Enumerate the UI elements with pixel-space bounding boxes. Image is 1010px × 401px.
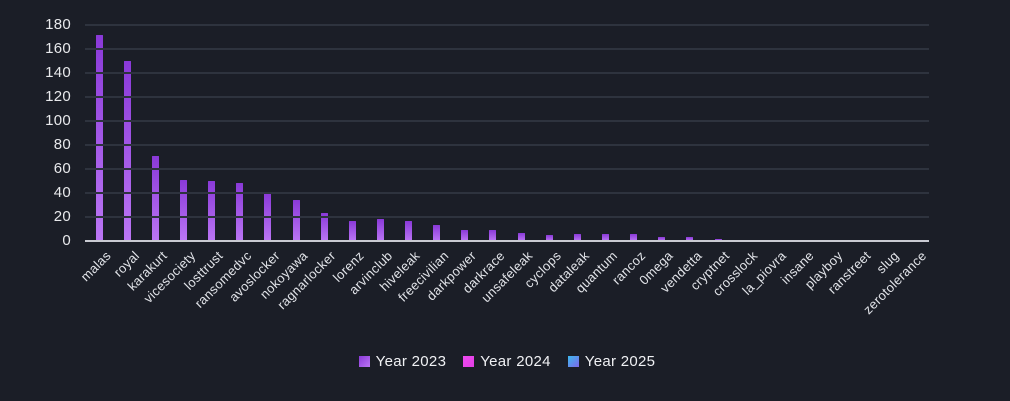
y-tick-label: 100: [45, 112, 71, 129]
bar-darkrace: [489, 230, 497, 241]
bar-ransomedvc: [236, 183, 244, 241]
plot-area: [85, 24, 929, 242]
legend: Year 2023 Year 2024 Year 2025: [85, 353, 929, 370]
y-tick-label: 160: [45, 40, 71, 57]
legend-item-year-2023: Year 2023: [358, 353, 447, 370]
y-tick-label: 120: [45, 88, 71, 105]
bar-lorenz: [348, 220, 356, 241]
bar-vicesociety: [179, 179, 187, 241]
bar-cryptnet: [714, 238, 722, 241]
bar-quantum: [601, 233, 609, 241]
bar-darkpower: [461, 230, 469, 241]
gridline: [85, 144, 929, 146]
bar-hiveleak: [405, 220, 413, 241]
gridline: [85, 24, 929, 26]
bar-nokoyawa: [292, 200, 300, 241]
bar-freecivilian: [433, 225, 441, 241]
bar-cyclops: [545, 235, 553, 241]
gridline: [85, 192, 929, 194]
gridline: [85, 216, 929, 218]
bar-losttrust: [208, 181, 216, 241]
bar-royal: [123, 61, 131, 241]
y-tick-label: 40: [53, 184, 71, 201]
gridline: [85, 168, 929, 170]
y-tick-label: 0: [62, 232, 71, 249]
legend-label: Year 2024: [480, 353, 551, 370]
y-tick-label: 180: [45, 16, 71, 33]
bar-ragnarlocker: [320, 213, 328, 241]
bar-karakurt: [151, 155, 159, 241]
legend-item-year-2025: Year 2025: [567, 353, 656, 370]
bar-malas: [95, 34, 103, 241]
x-category-label: malas: [77, 248, 114, 285]
bar-0mega: [658, 237, 666, 241]
x-axis-line: [85, 240, 929, 242]
gridline: [85, 96, 929, 98]
gridline: [85, 48, 929, 50]
bar-rancoz: [630, 233, 638, 241]
bar-arvinclub: [376, 219, 384, 241]
bar-dataleak: [573, 233, 581, 241]
gridline: [85, 120, 929, 122]
y-tick-label: 60: [53, 160, 71, 177]
gridline: [85, 72, 929, 74]
y-tick-label: 80: [53, 136, 71, 153]
bar-vendetta: [686, 237, 694, 241]
bar-unsafeleak: [517, 232, 525, 241]
legend-swatch-icon: [463, 356, 475, 367]
legend-label: Year 2023: [375, 353, 447, 370]
legend-swatch-icon: [567, 356, 579, 367]
y-tick-label: 140: [45, 64, 71, 81]
legend-label: Year 2025: [584, 353, 656, 370]
legend-item-year-2024: Year 2024: [463, 353, 551, 370]
legend-swatch-icon: [358, 356, 370, 367]
y-tick-label: 20: [53, 208, 71, 225]
